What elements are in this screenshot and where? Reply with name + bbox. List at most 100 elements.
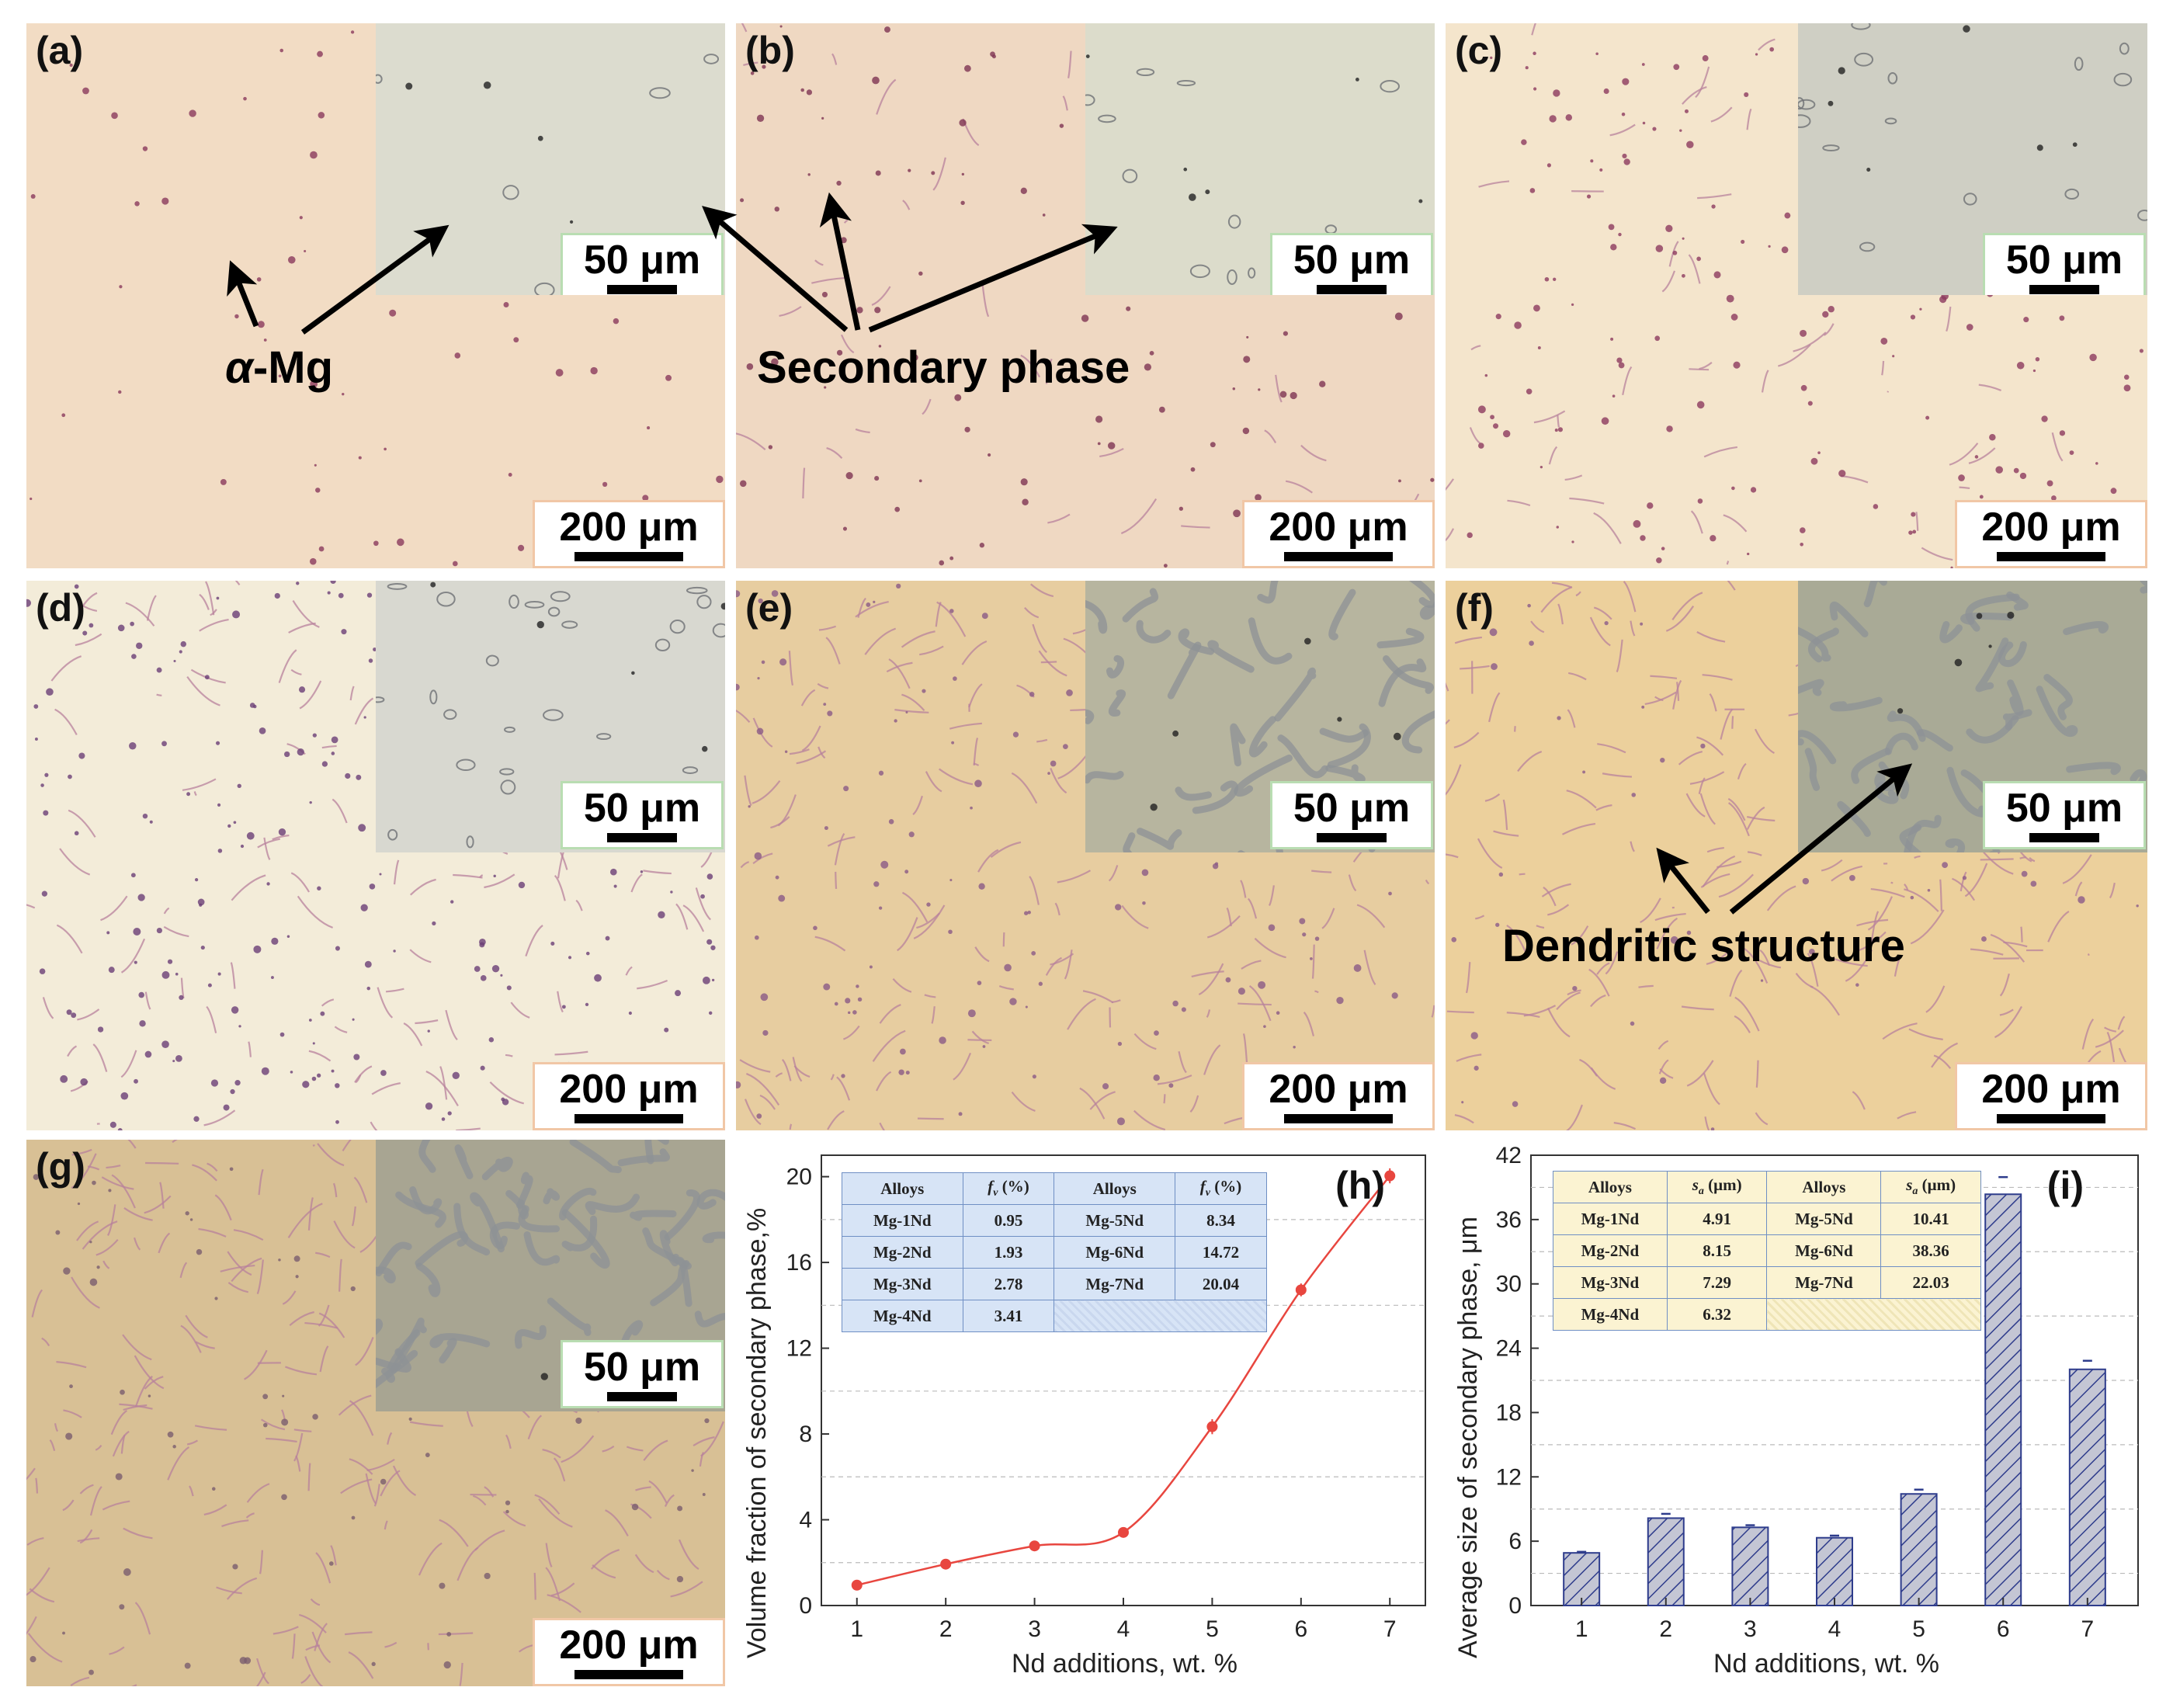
particle [1710,535,1717,542]
table-cell: Mg-5Nd [1766,1203,1882,1235]
grain-boundary [1566,790,1597,809]
particle [841,1074,845,1078]
grain-boundary [1531,23,1536,36]
bar [2068,1368,2106,1606]
table-cell: 14.72 [1175,1236,1267,1269]
grain-boundary [745,1072,780,1106]
grain-boundary [897,917,918,952]
x-axis-label: Nd additions, wt. % [1713,1649,1940,1678]
grain-boundary [305,1644,321,1651]
particle [1190,467,1196,472]
grain-boundary [1469,427,1481,444]
particle [196,1248,203,1255]
particle [34,738,38,741]
grain-boundary [693,1436,715,1446]
secondary-phase-particle [682,766,699,775]
inset-scale-bar: 50 μm [1270,233,1433,295]
data-point [1029,1540,1040,1552]
secondary-phase-network [1122,588,1158,623]
particle [845,472,853,480]
table-cell: Mg-3Nd [1553,1266,1668,1299]
secondary-phase-network [1277,734,1329,779]
grain-boundary [919,645,944,656]
grain-boundary [831,53,838,65]
grain-boundary [120,1434,126,1454]
data-point [1206,1421,1218,1432]
secondary-phase-network [1998,640,2027,668]
secondary-phase-network [376,1266,396,1284]
particle [483,81,491,89]
particle [1178,506,1183,511]
particle [1243,356,1251,363]
grain-boundary [1593,606,1612,620]
grain-boundary [801,725,821,752]
grain-boundary [120,1050,137,1078]
table-cell: 6.32 [1666,1298,1768,1331]
grain-boundary [1465,962,1471,994]
particle [911,354,918,361]
secondary-phase-particle [534,282,555,295]
particle [517,544,525,551]
particle [2095,462,2098,465]
grain-boundary [167,1446,190,1481]
particle [1246,335,1249,338]
particle [2110,488,2117,495]
particle [299,216,303,220]
particle [949,879,953,882]
grain-boundary [913,904,946,939]
particle [1451,936,1457,943]
grain-boundary [1706,846,1724,853]
secondary-phase-network [644,1140,669,1165]
table-cell: Mg-3Nd [842,1268,963,1300]
grain-boundary [310,1598,321,1606]
particle [279,1032,285,1037]
grain-boundary [1446,528,1455,542]
grain-boundary [1968,447,1996,464]
grain-boundary [1706,953,1727,965]
particle [167,959,173,964]
panel-label: (a) [36,29,84,72]
particle [1023,911,1029,915]
particle [1009,998,1017,1005]
particle [1490,415,1494,420]
particle [161,970,170,979]
particle [120,1092,129,1100]
x-tick-label: 3 [1744,1616,1757,1642]
particle [179,995,184,1001]
grain-boundary [1530,620,1545,634]
grain-boundary [314,1623,328,1651]
grain-boundary [736,710,751,724]
particle [1276,1011,1280,1015]
particle [286,935,290,939]
particle [1154,1030,1159,1036]
grain-boundary [185,1314,208,1338]
particle [1682,237,1685,240]
particle [779,658,787,666]
particle [754,852,762,860]
particle [1631,793,1637,797]
particle [884,26,890,33]
table-cell: Mg-2Nd [842,1236,963,1269]
secondary-phase-particle [1798,99,1816,110]
secondary-phase-network [1167,641,1202,700]
grain-boundary [886,661,913,673]
particle [30,497,33,501]
grain-boundary [342,1140,352,1152]
grain-boundary [79,592,98,611]
unit: (μm) [1708,1175,1742,1195]
grain-boundary [1020,354,1041,378]
grain-boundary [1856,918,1889,927]
particle [282,1394,285,1397]
particle [1495,922,1500,927]
grain-boundary [484,873,515,889]
grain-boundary [1590,995,1606,1008]
grain-boundary [752,717,773,748]
grain-boundary [557,991,564,1013]
particle [1647,502,1654,509]
particle [970,806,973,810]
secondary-phase-network [1884,732,1918,755]
secondary-phase-particle [686,586,708,595]
particle [1696,256,1701,262]
grain-boundary [79,1484,94,1494]
grain-boundary [1206,915,1241,939]
